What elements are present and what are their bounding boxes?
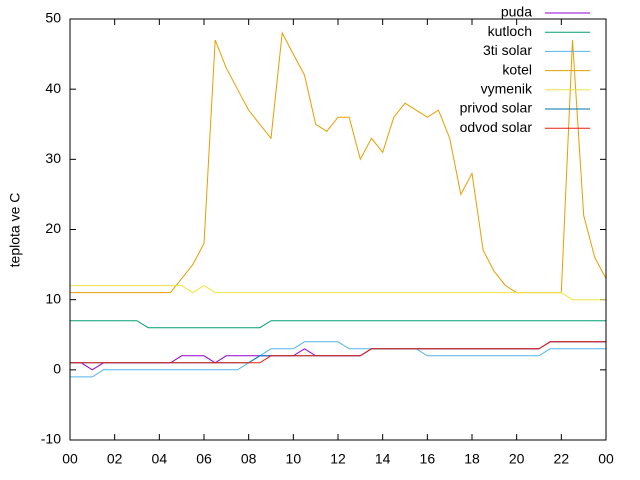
x-tick-label: 14	[375, 451, 391, 467]
x-tick-label: 20	[509, 451, 525, 467]
x-tick-label: 16	[420, 451, 436, 467]
x-tick-label: 12	[330, 451, 346, 467]
y-axis-label: teplota ve C	[7, 193, 23, 268]
series-line	[70, 341, 606, 378]
x-tick-label: 18	[464, 451, 480, 467]
x-tick-label: 00	[598, 451, 614, 467]
plot-frame	[69, 18, 607, 441]
legend-label: privod solar	[460, 100, 533, 116]
x-tick-label: 08	[241, 451, 257, 467]
legend-label: odvod solar	[460, 119, 533, 135]
legend-label: vymenik	[481, 81, 533, 97]
x-tick-label: 04	[152, 451, 168, 467]
y-tick-label: 50	[45, 10, 61, 26]
y-tick-label: 0	[53, 361, 61, 377]
x-tick-label: 00	[62, 451, 78, 467]
x-tick-label: 02	[107, 451, 123, 467]
y-tick-label: 30	[45, 150, 61, 166]
legend-label: puda	[501, 4, 532, 20]
legend-label: kotel	[502, 61, 532, 77]
series-line	[70, 320, 606, 329]
x-tick-label: 22	[554, 451, 570, 467]
legend-label: kutloch	[488, 23, 532, 39]
series-line	[70, 285, 606, 301]
x-tick-label: 10	[286, 451, 302, 467]
y-tick-label: 20	[45, 220, 61, 236]
series-line	[70, 341, 606, 364]
y-tick-label: 10	[45, 290, 61, 306]
x-tick-label: 06	[196, 451, 212, 467]
legend-label: 3ti solar	[483, 42, 532, 58]
y-tick-label: -10	[41, 431, 61, 447]
y-tick-label: 40	[45, 80, 61, 96]
